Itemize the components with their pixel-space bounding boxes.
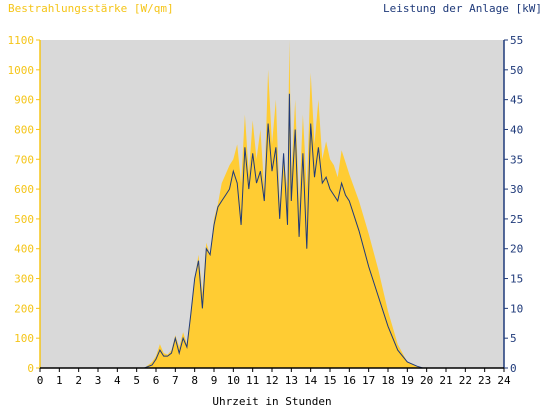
x-tick-label: 23 xyxy=(478,374,491,387)
left-axis-ticks: 0 100 200 300 400 500 600 700 800 900 1000 1100 xyxy=(8,34,40,375)
x-tick-label: 21 xyxy=(439,374,452,387)
x-tick-label: 17 xyxy=(362,374,375,387)
right-tick-label: 35 xyxy=(510,153,523,166)
x-tick-label: 11 xyxy=(246,374,259,387)
x-tick-label: 0 xyxy=(37,374,44,387)
left-tick-label: 700 xyxy=(14,153,34,166)
x-tick-label: 14 xyxy=(304,374,318,387)
x-tick-label: 10 xyxy=(227,374,240,387)
x-tick-label: 22 xyxy=(459,374,472,387)
x-axis-ticks: 0 1 2 3 4 5 6 7 8 9 10 11 12 13 14 15 16 17 18 19 20 21 22 23 24 xyxy=(37,368,511,387)
irradiance-area-series xyxy=(40,40,504,368)
right-tick-label: 30 xyxy=(510,183,523,196)
x-tick-label: 8 xyxy=(191,374,198,387)
x-tick-label: 3 xyxy=(95,374,102,387)
x-tick-label: 24 xyxy=(497,374,511,387)
power-line-series xyxy=(40,93,504,369)
right-tick-label: 10 xyxy=(510,302,523,315)
right-tick-label: 0 xyxy=(510,362,517,375)
right-tick-label: 15 xyxy=(510,273,523,286)
right-axis-ticks: 0 5 10 15 20 25 30 35 40 45 50 55 xyxy=(504,34,523,375)
left-tick-label: 200 xyxy=(14,302,34,315)
x-tick-label: 4 xyxy=(114,374,121,387)
power-line xyxy=(40,93,504,369)
x-tick-label: 9 xyxy=(211,374,218,387)
left-tick-label: 600 xyxy=(14,183,34,196)
x-axis-title: Uhrzeit in Stunden xyxy=(212,395,332,408)
x-tick-label: 1 xyxy=(56,374,63,387)
x-tick-label: 2 xyxy=(75,374,82,387)
left-axis-title: Bestrahlungsstärke [W/qm] xyxy=(8,2,174,15)
x-tick-label: 12 xyxy=(265,374,278,387)
right-tick-label: 50 xyxy=(510,64,523,77)
left-tick-label: 400 xyxy=(14,243,34,256)
left-tick-label: 100 xyxy=(14,332,34,345)
left-tick-label: 900 xyxy=(14,94,34,107)
left-tick-label: 0 xyxy=(27,362,34,375)
right-tick-label: 25 xyxy=(510,213,523,226)
left-tick-label: 300 xyxy=(14,273,34,286)
x-tick-label: 15 xyxy=(323,374,336,387)
right-tick-label: 20 xyxy=(510,243,523,256)
irradiance-area xyxy=(40,40,504,368)
right-tick-label: 45 xyxy=(510,94,523,107)
left-tick-label: 500 xyxy=(14,213,34,226)
left-tick-label: 1100 xyxy=(8,34,35,47)
x-tick-label: 5 xyxy=(133,374,140,387)
right-tick-label: 40 xyxy=(510,123,523,136)
x-tick-label: 18 xyxy=(381,374,394,387)
left-tick-label: 800 xyxy=(14,123,34,136)
x-tick-label: 19 xyxy=(401,374,414,387)
left-tick-label: 1000 xyxy=(8,64,35,77)
x-tick-label: 16 xyxy=(343,374,356,387)
x-tick-label: 7 xyxy=(172,374,179,387)
right-tick-label: 5 xyxy=(510,332,517,345)
x-tick-label: 20 xyxy=(420,374,433,387)
x-tick-label: 6 xyxy=(153,374,160,387)
right-tick-label: 55 xyxy=(510,34,523,47)
x-tick-label: 13 xyxy=(285,374,298,387)
right-axis-title: Leistung der Anlage [kW] xyxy=(383,2,542,15)
